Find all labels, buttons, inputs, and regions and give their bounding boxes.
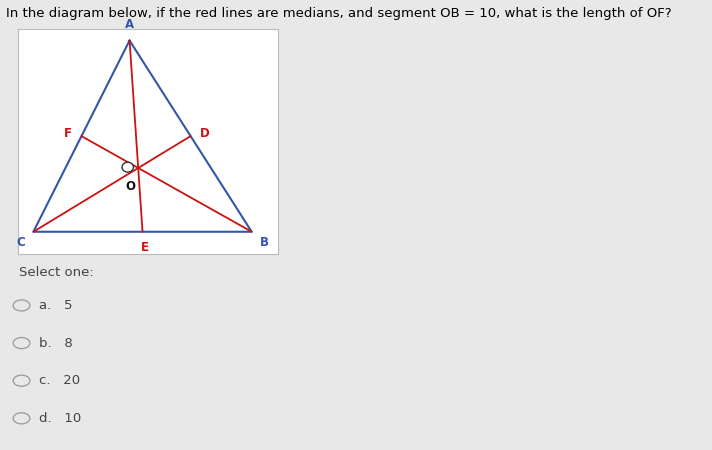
Text: C: C [17, 236, 26, 249]
Text: a.   5: a. 5 [39, 299, 73, 312]
Text: b.   8: b. 8 [39, 337, 73, 350]
Circle shape [122, 162, 133, 172]
Text: d.   10: d. 10 [39, 412, 81, 425]
Text: D: D [199, 127, 209, 140]
Text: c.   20: c. 20 [39, 374, 80, 387]
Text: In the diagram below, if the red lines are medians, and segment OB = 10, what is: In the diagram below, if the red lines a… [6, 8, 671, 20]
Text: A: A [125, 18, 134, 32]
Text: F: F [64, 127, 73, 140]
Text: O: O [125, 180, 135, 193]
Text: Select one:: Select one: [19, 266, 94, 279]
Text: E: E [141, 241, 149, 254]
Text: B: B [259, 236, 268, 249]
